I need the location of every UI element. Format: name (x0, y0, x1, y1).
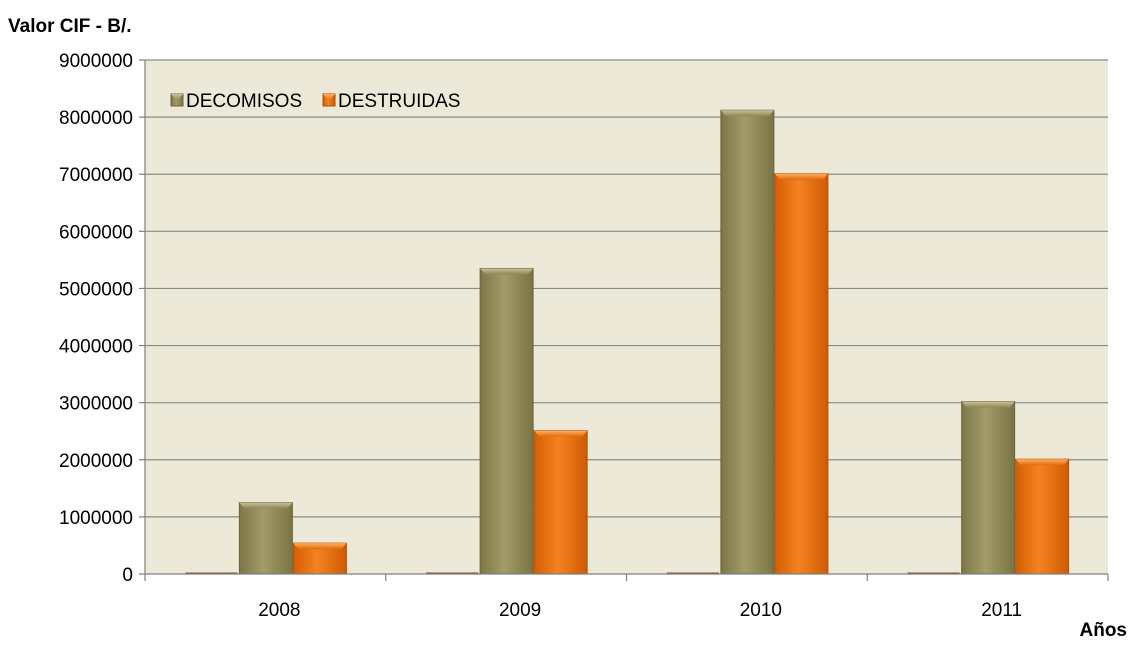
bar-destruidas-2009 (533, 430, 588, 575)
x-tick-label: 2009 (499, 600, 541, 621)
y-tick-labels: 0 1000000 2000000 3000000 4000000 5000000 6000… (59, 51, 133, 586)
plot-area (145, 60, 1108, 574)
bar-bevel (1015, 459, 1069, 466)
x-tick-label: 2008 (258, 600, 300, 621)
bar-body (720, 109, 775, 575)
bar-bevel (720, 110, 774, 117)
bar-bevel (239, 502, 293, 509)
gridlines (139, 59, 1108, 575)
y-tick-label: 7000000 (59, 165, 133, 186)
y-tick-label: 3000000 (59, 394, 133, 415)
bar-bevel (293, 543, 347, 550)
bar-destruidas-2011 (1015, 458, 1070, 575)
legend-item-destruidas: DESTRUIDAS (322, 91, 460, 112)
legend: DECOMISOS DESTRUIDAS (170, 91, 460, 112)
axes (144, 60, 1109, 581)
bar-body (238, 502, 293, 575)
bar-body (479, 267, 534, 575)
y-tick-label: 0 (122, 565, 133, 586)
bar-bevel (774, 173, 828, 180)
bar-decomisos-2010 (720, 109, 775, 575)
bar-decomisos-2009 (479, 267, 534, 575)
bar-bevel (961, 401, 1015, 408)
bar-decomisos-2011 (961, 401, 1016, 575)
bar-decomisos-2008 (238, 502, 293, 575)
y-tick-label: 8000000 (59, 108, 133, 129)
x-tick-labels: 2008 2009 2010 2011 (258, 600, 1022, 621)
legend-label: DESTRUIDAS (338, 91, 460, 112)
bar-body (774, 173, 829, 575)
y-tick-label: 2000000 (59, 451, 133, 472)
y-tick-label: 6000000 (59, 222, 133, 243)
legend-swatch-bevel (323, 94, 335, 101)
y-tick-label: 5000000 (59, 279, 133, 300)
x-axis-label: Años (1080, 620, 1128, 640)
legend-label: DECOMISOS (186, 91, 302, 112)
bar-bevel (534, 430, 588, 437)
bar-body (533, 430, 588, 575)
y-tick-label: 1000000 (59, 508, 133, 529)
bar-body (961, 401, 1016, 575)
bar-body (1015, 458, 1070, 575)
bar-destruidas-2010 (774, 173, 829, 575)
bar-bevel (480, 268, 534, 275)
y-tick-label: 4000000 (59, 337, 133, 358)
x-tick-label: 2011 (981, 600, 1022, 621)
y-axis-label: Valor CIF - B/. (8, 16, 132, 37)
y-tick-label: 9000000 (59, 51, 133, 72)
bar-destruidas-2008 (292, 542, 347, 575)
x-tick-label: 2010 (740, 600, 782, 621)
legend-swatch-bevel (171, 94, 183, 101)
legend-item-decomisos: DECOMISOS (170, 91, 302, 112)
